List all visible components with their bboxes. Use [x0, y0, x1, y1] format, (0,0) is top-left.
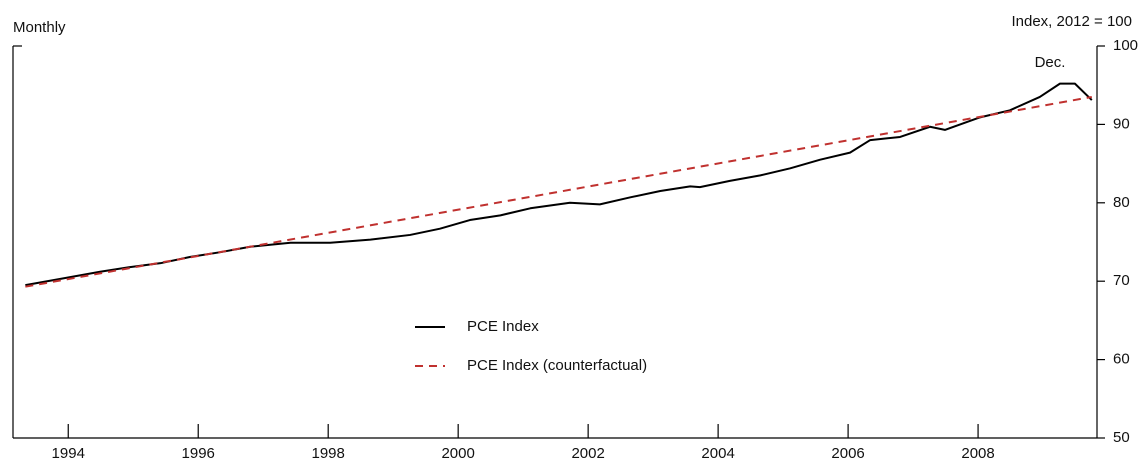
y-tick-label: 60	[1113, 351, 1130, 368]
x-tick-label: 2004	[701, 445, 734, 462]
y-tick-label: 90	[1113, 115, 1130, 132]
annotation: Dec.	[1035, 54, 1066, 71]
x-tick-label: 1994	[52, 445, 85, 462]
y-tick-label: 100	[1113, 37, 1138, 54]
y-tick-label: 80	[1113, 194, 1130, 211]
y-axis-label: Index, 2012 = 100	[1011, 13, 1132, 30]
y-tick-label: 50	[1113, 429, 1130, 446]
x-tick-label: 2006	[831, 445, 864, 462]
y-tick-label: 70	[1113, 272, 1130, 289]
x-tick-label: 1998	[312, 445, 345, 462]
subtitle: Monthly	[13, 19, 66, 36]
x-tick-label: 2008	[961, 445, 994, 462]
x-tick-label: 2000	[441, 445, 474, 462]
legend-label: PCE Index	[467, 318, 539, 335]
x-tick-label: 2002	[571, 445, 604, 462]
series-line	[25, 82, 1093, 287]
series-line	[25, 95, 1092, 288]
x-tick-label: 1996	[182, 445, 215, 462]
legend-label: PCE Index (counterfactual)	[467, 357, 647, 374]
